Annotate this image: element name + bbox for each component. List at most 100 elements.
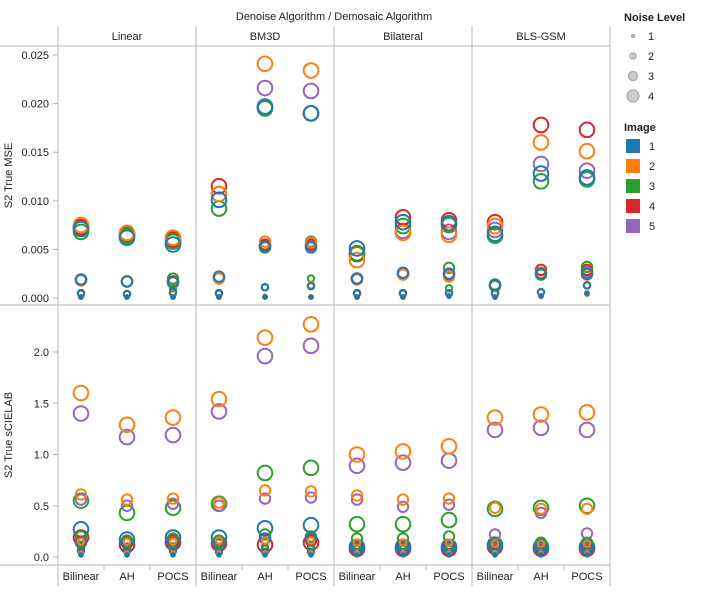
point-mse-bilateral-pocs-image3-noise3 [442,261,456,275]
x-tick-label: AH [395,571,410,583]
point-scielab-bilateral-pocs-image1-noise1 [446,552,452,558]
point-scielab-bilateral-pocs-image5-noise4 [440,452,458,469]
point-scielab-bls-gsm-ah-image3-noise4 [532,499,550,517]
legend-size-label: 3 [648,71,654,83]
point-scielab-linear-pocs-image2-noise4 [164,409,182,426]
point-mse-bls-gsm-ah-image1-noise4 [532,165,550,182]
point-scielab-bm3d-pocs-image2-noise2 [306,536,316,545]
y-axis-title: S2 True sCIELAB [3,392,15,478]
point-mse-bls-gsm-pocs-image1-noise2 [582,281,592,290]
point-mse-linear-ah-image1-noise1 [124,294,130,300]
point-scielab-bm3d-ah-image3-noise4 [256,464,274,482]
point-mse-bls-gsm-pocs-image4-noise4 [578,121,596,139]
point-mse-linear-bilinear-image1-noise4 [72,220,90,238]
point-mse-bls-gsm-bilinear-image1-noise4 [486,225,504,243]
facet-header-bls-gsm: BLS-GSM [516,31,566,43]
point-scielab-bm3d-ah-image1-noise1 [262,552,268,558]
facet-header-bilateral: Bilateral [383,31,423,43]
point-scielab-bls-gsm-pocs-image2-noise3 [580,502,594,516]
x-tick-label: POCS [157,571,188,583]
point-mse-linear-pocs-image3-noise3 [166,272,180,285]
point-mse-bls-gsm-pocs-image3-noise3 [580,260,594,274]
point-mse-linear-bilinear-image1-noise1 [78,294,84,300]
point-scielab-bilateral-bilinear-image2-noise3 [350,489,364,502]
y-tick-label: 0.005 [21,244,49,256]
facet-headers: Linear BM3D Bilateral BLS-GSM [112,31,566,43]
x-tick-label: POCS [295,571,326,583]
y-tick-label: 1.5 [34,398,49,410]
point-mse-bm3d-pocs-image3-noise2 [306,274,316,283]
legend-color-swatch [626,179,640,193]
point-mse-bls-gsm-pocs-image1-noise1 [584,290,590,296]
y-tick-label: 2.0 [34,347,49,359]
point-mse-bilateral-bilinear-image1-noise1 [354,294,360,300]
point-scielab-bls-gsm-bilinear-image1-noise1 [492,552,498,558]
point-scielab-linear-pocs-image5-noise3 [166,497,180,510]
point-mse-bm3d-ah-image1-noise1 [262,294,268,300]
axes: Bilinear AH POCS Bilinear AH POCS Bilinear AH PO… [3,50,603,583]
point-mse-bm3d-bilinear-image1-noise1 [216,294,222,300]
point-scielab-linear-ah-image1-noise1 [124,552,130,558]
legend-size-label: 2 [648,51,654,63]
point-scielab-bilateral-bilinear-image5-noise3 [350,493,364,506]
point-mse-bm3d-pocs-image2-noise4 [302,62,320,79]
x-tick-label: POCS [433,571,464,583]
point-scielab-linear-bilinear-image3-noise3 [74,530,88,543]
point-mse-bilateral-ah-image1-noise4 [394,213,412,231]
point-mse-linear-bilinear-image1-noise3 [74,273,88,286]
y-tick-label: 0.015 [21,147,49,159]
point-mse-bls-gsm-pocs-image5-noise4 [578,162,596,179]
point-scielab-bm3d-ah-image3-noise3 [258,528,272,541]
point-scielab-bm3d-bilinear-image1-noise1 [216,552,222,558]
legend-color-swatch [626,199,640,213]
point-scielab-bm3d-bilinear-image5-noise4 [210,403,228,420]
point-scielab-bls-gsm-bilinear-image2-noise3 [488,501,502,514]
point-scielab-bm3d-pocs-image2-noise3 [304,485,318,498]
legend-title-noise-level: Noise Level [624,12,685,24]
point-scielab-bls-gsm-ah-image2-noise4 [532,406,550,423]
point-mse-bm3d-pocs-image2-noise3 [304,236,318,249]
point-scielab-linear-ah-image5-noise4 [118,428,136,446]
x-tick-label: Bilinear [477,571,514,583]
point-scielab-bm3d-pocs-image5-noise4 [302,337,320,355]
point-mse-linear-pocs-image1-noise3 [166,276,180,289]
point-scielab-bm3d-ah-image2-noise2 [260,536,270,545]
point-scielab-bls-gsm-bilinear-image2-noise4 [486,409,504,426]
point-scielab-linear-pocs-image3-noise4 [164,499,182,517]
point-scielab-bm3d-ah-image1-noise4 [256,520,274,537]
point-scielab-linear-bilinear-image1-noise1 [78,552,84,558]
legend-color-label: 2 [649,161,655,173]
point-mse-bilateral-bilinear-image1-noise3 [350,272,364,285]
y-tick-label: 0.5 [34,501,49,513]
point-scielab-bls-gsm-ah-image2-noise2 [536,539,546,548]
point-mse-linear-pocs-image3-noise2 [168,284,178,293]
point-scielab-bilateral-bilinear-image3-noise4 [348,515,366,533]
legend-size-label: 4 [648,91,654,103]
legend: Noise Level 1 2 3 4 Image 1 2 3 4 5 [624,12,685,233]
point-mse-bm3d-pocs-image1-noise4 [302,105,320,122]
point-scielab-bilateral-pocs-image2-noise2 [444,538,454,547]
point-scielab-linear-pocs-image5-noise4 [164,426,182,444]
point-scielab-linear-ah-image5-noise3 [120,499,134,512]
point-scielab-linear-ah-image2-noise3 [120,493,134,506]
legend-size-label: 1 [648,31,654,43]
y-tick-label: 0.010 [21,196,49,208]
point-scielab-linear-pocs-image2-noise2 [168,537,178,546]
point-scielab-bm3d-ah-image2-noise3 [258,484,272,497]
point-mse-bilateral-pocs-image1-noise3 [442,267,456,280]
legend-color-label: 5 [649,221,655,233]
legend-size-circle [629,52,637,60]
point-scielab-bilateral-ah-image2-noise4 [394,443,412,460]
point-scielab-bls-gsm-pocs-image2-noise4 [578,404,596,421]
point-mse-bilateral-ah-image2-noise4 [394,224,412,242]
point-scielab-linear-bilinear-image2-noise2 [76,537,86,546]
facet-header-linear: Linear [112,31,143,43]
point-mse-bls-gsm-ah-image2-noise4 [532,134,550,151]
point-mse-bm3d-pocs-image1-noise3 [304,241,318,254]
facet-header-bm3d: BM3D [250,31,281,43]
point-scielab-bls-gsm-pocs-image5-noise3 [580,527,594,540]
data-points [72,55,596,558]
point-scielab-linear-pocs-image2-noise3 [166,492,180,505]
point-scielab-bls-gsm-ah-image2-noise3 [534,502,548,516]
point-mse-bls-gsm-ah-image3-noise4 [532,173,550,190]
